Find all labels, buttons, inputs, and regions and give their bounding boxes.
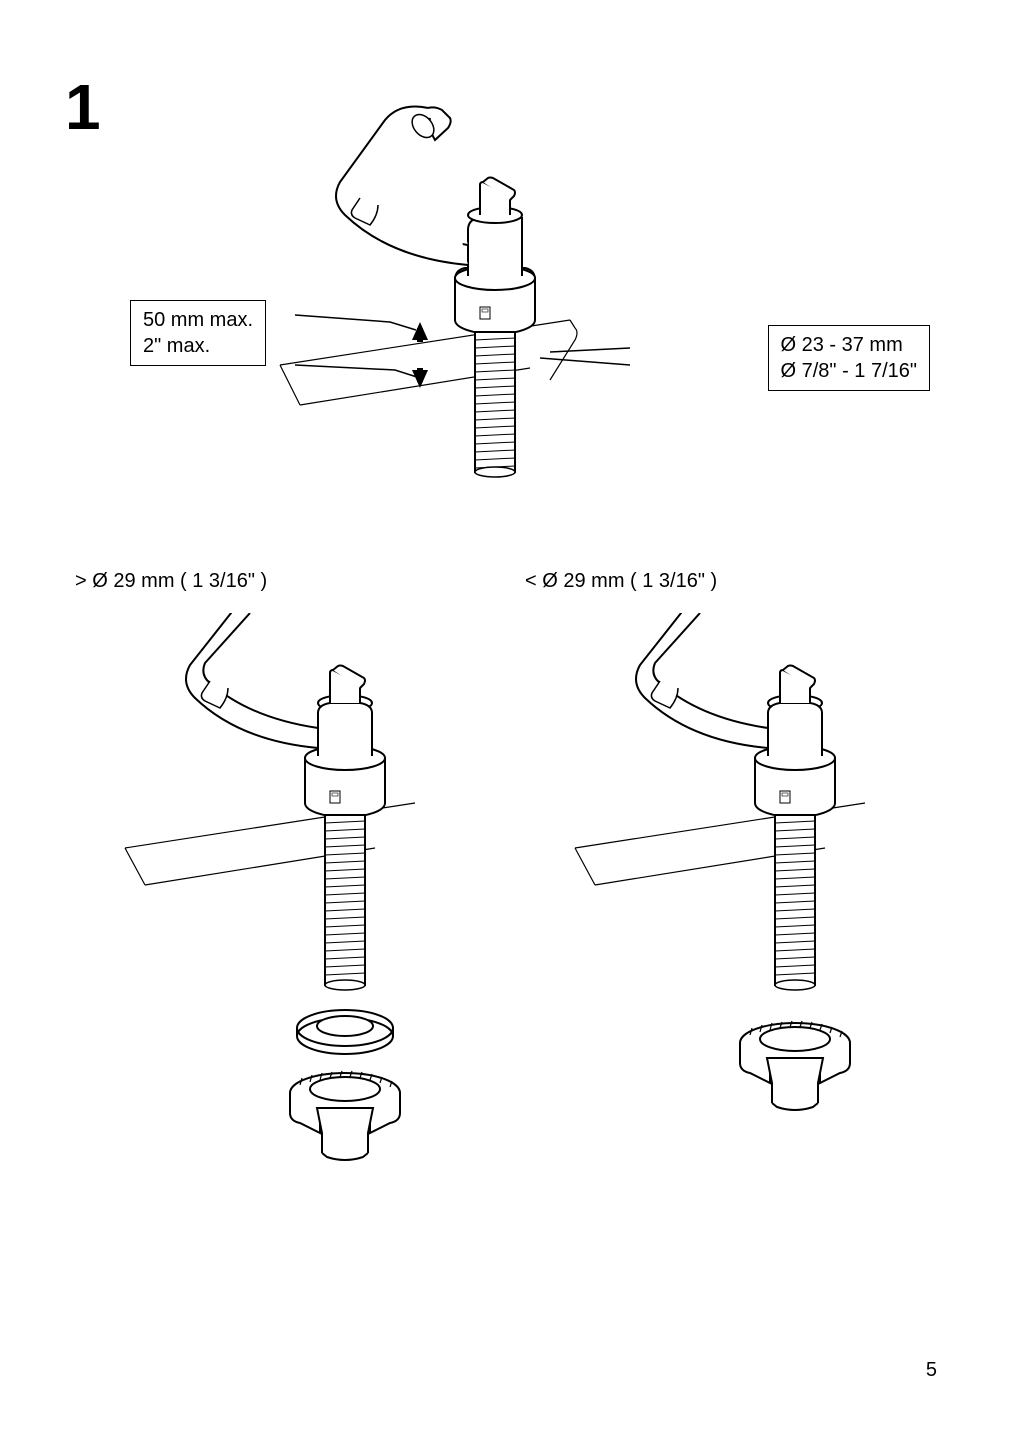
thickness-arrows — [412, 322, 428, 388]
sub-diagrams-row: > Ø 29 mm ( 1 3/16" ) — [65, 570, 945, 1178]
step-number: 1 — [65, 70, 101, 144]
page-number: 5 — [926, 1359, 937, 1382]
callout-hole-line2: Ø 7/8" - 1 7/16" — [781, 358, 918, 384]
main-faucet-diagram: 50 mm max. 2" max. Ø 23 - 37 mm Ø 7/8" -… — [130, 70, 830, 490]
sub-left-svg — [65, 613, 495, 1173]
sub-right-label: < Ø 29 mm ( 1 3/16" ) — [515, 570, 945, 593]
sub-left-column: > Ø 29 mm ( 1 3/16" ) — [65, 570, 495, 1178]
callout-hole-line1: Ø 23 - 37 mm — [781, 332, 918, 358]
main-faucet-svg — [130, 70, 830, 490]
callout-thickness-line1: 50 mm max. — [143, 307, 253, 333]
sub-right-column: < Ø 29 mm ( 1 3/16" ) — [515, 570, 945, 1178]
callout-thickness: 50 mm max. 2" max. — [130, 300, 266, 366]
callout-hole-diameter: Ø 23 - 37 mm Ø 7/8" - 1 7/16" — [768, 325, 931, 391]
instruction-page: 1 — [0, 0, 1012, 1432]
sub-right-svg — [515, 613, 945, 1173]
callout-thickness-line2: 2" max. — [143, 333, 253, 359]
sub-left-label: > Ø 29 mm ( 1 3/16" ) — [65, 570, 495, 593]
